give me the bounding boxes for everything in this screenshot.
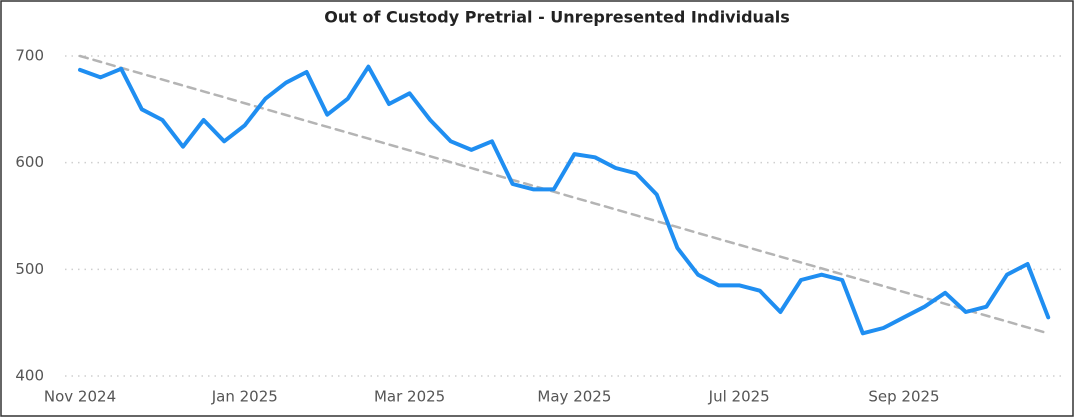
chart-title: Out of Custody Pretrial - Unrepresented …	[324, 8, 790, 27]
y-tick-label: 500	[15, 260, 44, 278]
x-tick-label: Mar 2025	[374, 388, 445, 406]
x-tick-label: May 2025	[537, 388, 611, 406]
y-tick-label: 700	[15, 47, 44, 65]
x-tick-label: Sep 2025	[868, 388, 939, 406]
y-tick-label: 400	[15, 367, 44, 385]
y-tick-label: 600	[15, 153, 44, 171]
x-tick-label: Jul 2025	[708, 388, 770, 406]
x-tick-label: Nov 2024	[44, 388, 116, 406]
trend-line	[78, 54, 1050, 335]
data-line	[78, 64, 1051, 336]
x-tick-label: Jan 2025	[211, 388, 278, 406]
